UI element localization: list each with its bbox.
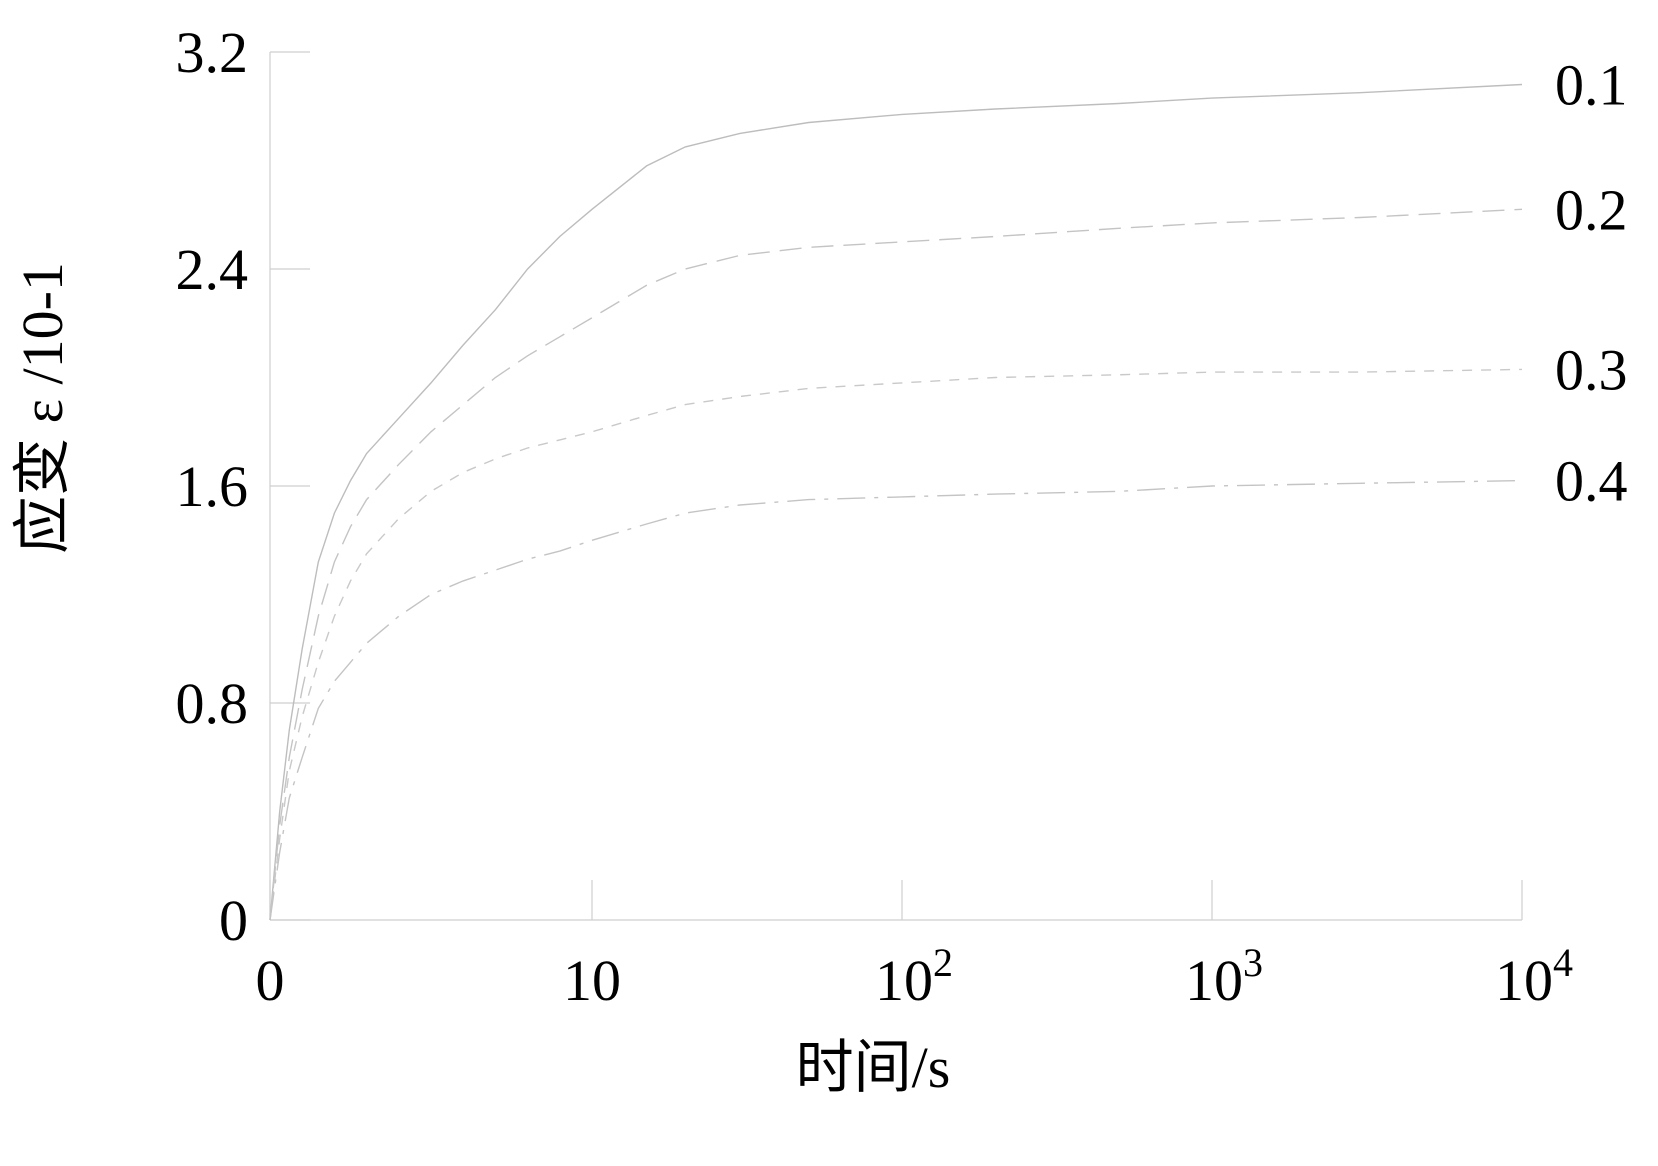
y-tick-label: 0.8	[176, 671, 249, 736]
x-tick-label: 104	[1495, 940, 1573, 1013]
series-label-4: 0.4	[1555, 449, 1628, 514]
series-label-2: 0.2	[1555, 177, 1628, 242]
series-line-2	[269, 208, 1523, 921]
series-labels: 0.1 0.2 0.3 0.4	[1555, 53, 1628, 514]
series-line-4	[269, 479, 1523, 921]
y-tick-label: 1.6	[176, 454, 249, 519]
series-line-1	[269, 83, 1523, 921]
x-tick-label: 10	[563, 948, 621, 1013]
series-label-1: 0.1	[1555, 53, 1628, 118]
y-tick-label: 2.4	[176, 237, 249, 302]
series-line-3	[269, 368, 1523, 921]
series-lines	[269, 83, 1523, 921]
axes: 0 0.8 1.6 2.4 3.2 0 10 102 103 104	[176, 20, 1574, 1013]
y-tick-label: 0	[219, 888, 248, 953]
y-axis-title: 应变 ε /10-1	[10, 262, 75, 554]
x-tick-label: 103	[1185, 940, 1263, 1013]
y-tick-label: 3.2	[176, 20, 249, 85]
series-label-3: 0.3	[1555, 337, 1628, 402]
x-tick-label: 0	[256, 948, 285, 1013]
x-axis-title: 时间/s	[796, 1035, 951, 1100]
x-tick-label: 102	[875, 940, 953, 1013]
